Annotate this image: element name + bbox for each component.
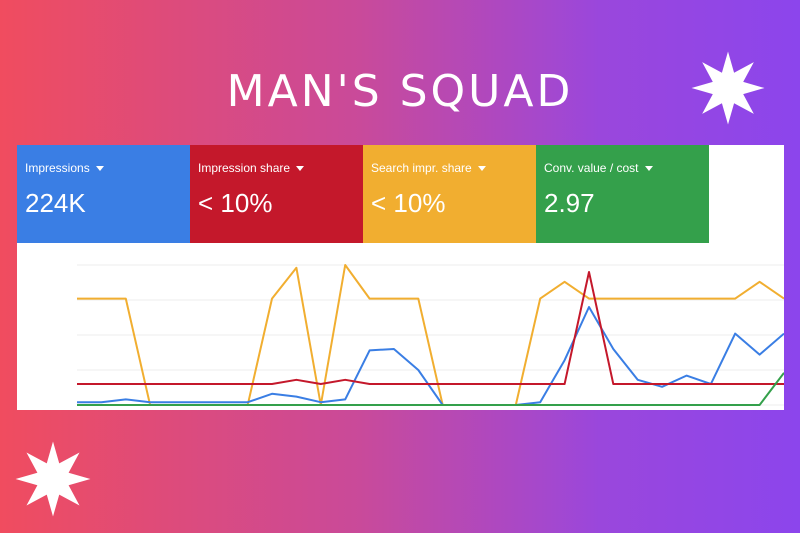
metric-label: Search impr. share bbox=[371, 161, 472, 175]
metric-value: 2.97 bbox=[544, 188, 595, 218]
metric-card-impressions[interactable]: Impressions 224K bbox=[17, 145, 190, 243]
metric-dropdown[interactable]: Conv. value / cost bbox=[544, 161, 709, 175]
caret-down-icon bbox=[95, 165, 104, 171]
metric-value: 224K bbox=[25, 188, 86, 218]
metric-value: < 10% bbox=[371, 188, 446, 218]
metric-dropdown[interactable]: Impression share bbox=[198, 161, 363, 175]
analytics-panel: Impressions 224K Impression share < 10% … bbox=[17, 145, 784, 410]
caret-down-icon bbox=[296, 165, 305, 171]
metric-label: Impressions bbox=[25, 161, 90, 175]
metric-dropdown[interactable]: Search impr. share bbox=[371, 161, 536, 175]
caret-down-icon bbox=[477, 165, 486, 171]
page-title: MAN'S SQUAD bbox=[226, 66, 574, 117]
chart-series bbox=[77, 264, 784, 406]
metric-dropdown[interactable]: Impressions bbox=[25, 161, 190, 175]
metric-card-impression-share[interactable]: Impression share < 10% bbox=[190, 145, 363, 243]
series-line-3 bbox=[77, 372, 784, 406]
starburst-icon bbox=[691, 51, 765, 125]
line-chart bbox=[77, 264, 784, 406]
metric-label: Impression share bbox=[198, 161, 291, 175]
metric-value: < 10% bbox=[198, 188, 273, 218]
series-line-2 bbox=[77, 271, 784, 385]
metric-card-search-impr-share[interactable]: Search impr. share < 10% bbox=[363, 145, 536, 243]
metric-cards: Impressions 224K Impression share < 10% … bbox=[17, 145, 709, 243]
caret-down-icon bbox=[644, 165, 653, 171]
metric-card-conv-value-cost[interactable]: Conv. value / cost 2.97 bbox=[536, 145, 709, 243]
starburst-icon bbox=[15, 441, 91, 517]
metric-label: Conv. value / cost bbox=[544, 161, 639, 175]
